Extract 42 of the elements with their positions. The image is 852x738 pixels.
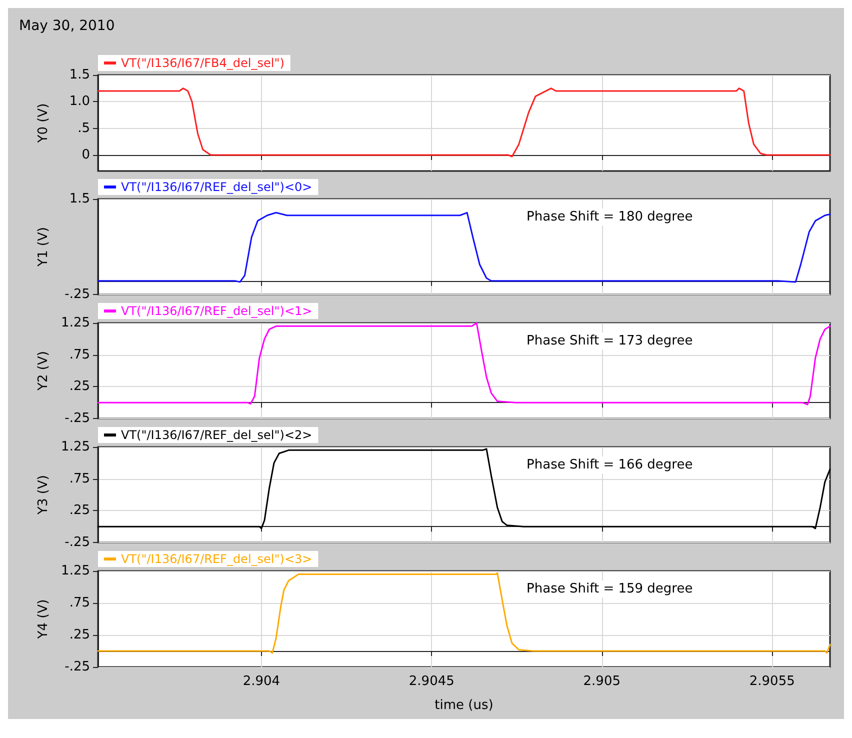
x-axis-title: time (us): [434, 698, 494, 713]
annotation: Phase Shift = 159 degree: [526, 582, 693, 597]
y-axis-title: Y1 (V): [36, 227, 51, 268]
y-tick-label: 1.25: [61, 316, 90, 330]
y-tick-label: 1.0: [69, 94, 90, 110]
y-tick-label: .25: [69, 379, 90, 394]
y-tick-label: .75: [69, 471, 90, 486]
y-tick-label: .25: [69, 503, 90, 518]
line-series: [97, 448, 831, 530]
x-tick-label: 2.9055: [749, 674, 795, 689]
y-tick-label: 1.5: [69, 68, 90, 82]
chart-title: May 30, 2010: [19, 18, 115, 34]
legend-label: VT("/I136/I67/REF_del_sel")<2>: [121, 428, 312, 442]
legend-label: VT("/I136/I67/REF_del_sel")<3>: [121, 552, 312, 566]
annotation: Phase Shift = 166 degree: [526, 458, 693, 473]
y-axis-title: Y4 (V): [36, 599, 51, 640]
y-tick-label: -.25: [64, 660, 90, 674]
legend-label: VT("/I136/I67/REF_del_sel")<1>: [121, 304, 312, 318]
y-axis-title: Y0 (V): [36, 103, 51, 144]
line-series: [97, 322, 831, 406]
y-tick-label: 1.25: [61, 440, 90, 454]
y-tick-label: -.25: [64, 535, 90, 550]
line-series: [97, 572, 831, 654]
y-tick-label: .25: [69, 628, 90, 642]
legend-label: VT("/I136/I67/FB4_del_sel"): [121, 56, 284, 70]
y-tick-label: .75: [69, 596, 90, 610]
y-tick-label: 1.25: [61, 564, 90, 578]
y-tick-label: .5: [78, 120, 90, 136]
x-tick-label: 2.904: [242, 674, 280, 689]
x-tick-label: 2.9045: [408, 674, 454, 689]
y-tick-label: 0: [82, 148, 90, 162]
y-tick-label: -.25: [64, 411, 90, 426]
y-axis-title: Y2 (V): [36, 351, 51, 392]
y-axis-title: Y3 (V): [36, 475, 51, 516]
y-tick-label: .75: [69, 347, 90, 362]
x-tick-label: 2.905: [583, 674, 620, 689]
y-tick-label: -.25: [64, 287, 90, 302]
y-tick-label: 1.5: [69, 192, 90, 206]
annotation: Phase Shift = 173 degree: [526, 334, 693, 349]
annotation: Phase Shift = 180 degree: [526, 210, 693, 225]
legend-label: VT("/I136/I67/REF_del_sel")<0>: [121, 180, 312, 194]
line-series: [97, 212, 831, 283]
